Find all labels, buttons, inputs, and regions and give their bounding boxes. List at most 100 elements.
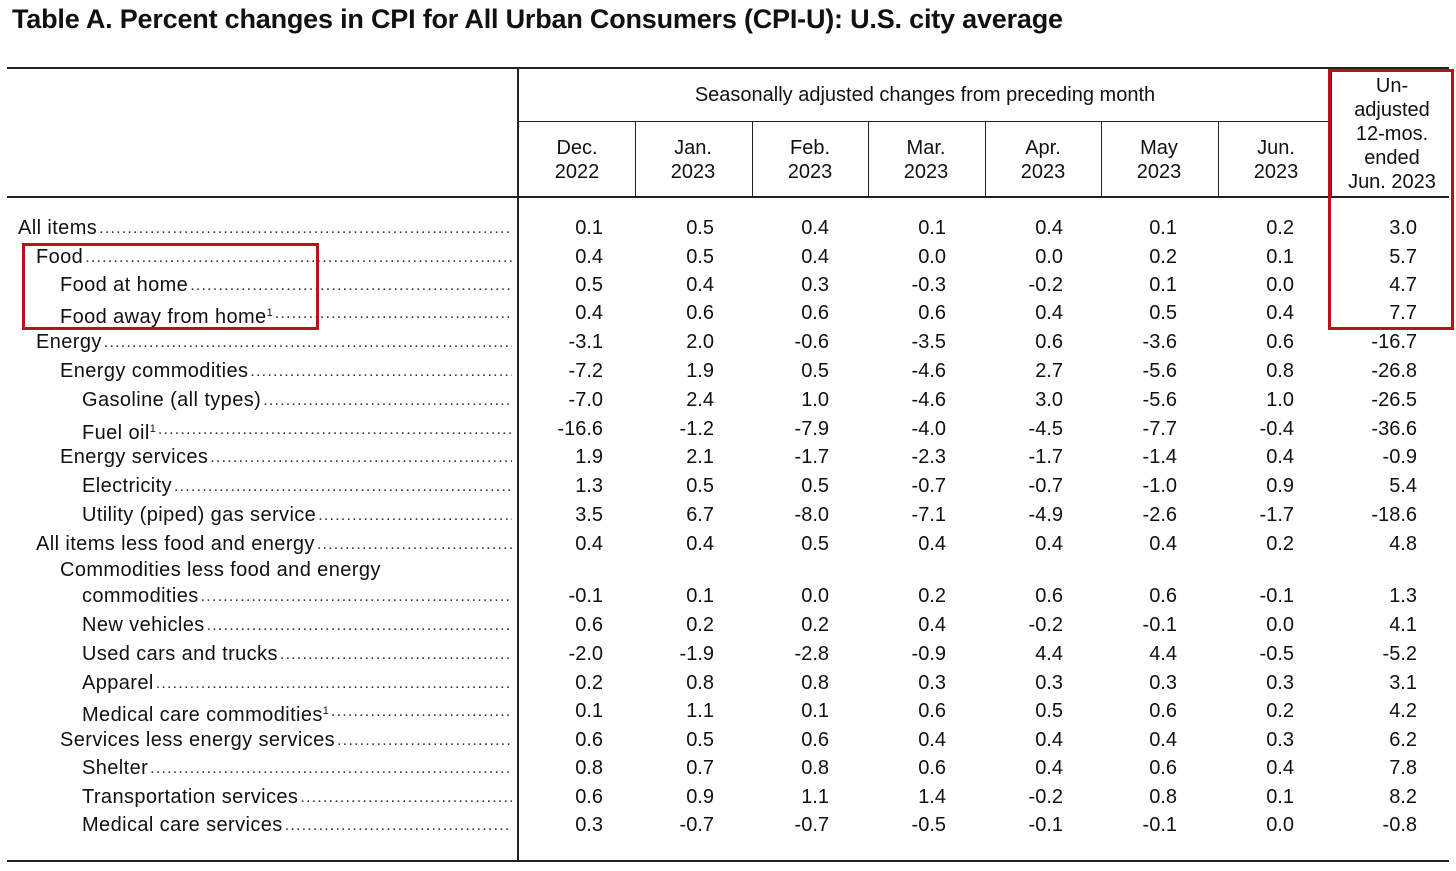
- monthly-change-cell: -3.6: [1142, 331, 1177, 353]
- monthly-change-cell: 3.5: [575, 504, 603, 526]
- monthly-change-cell: 0.1: [1149, 274, 1177, 296]
- monthly-change-cell: 6.7: [686, 504, 714, 526]
- monthly-change-cell: 0.4: [575, 533, 603, 555]
- monthly-change-cell: 0.5: [801, 360, 829, 382]
- month-label: Dec.: [556, 137, 598, 159]
- monthly-change-cell: -0.5: [911, 814, 946, 836]
- monthly-change-cell: -1.0: [1142, 475, 1177, 497]
- leader-dots: ........................................…: [150, 760, 512, 777]
- monthly-change-cell: -1.7: [794, 446, 829, 468]
- monthly-change-cell: 0.1: [1266, 246, 1294, 268]
- monthly-change-cell: 0.2: [1149, 246, 1177, 268]
- unadjusted-12mo-cell: 5.4: [1389, 475, 1417, 497]
- row-label: Used cars and trucks: [82, 643, 278, 665]
- year-label: 2023: [787, 161, 833, 183]
- leader-dots: ........................................…: [157, 421, 512, 438]
- unadjusted-12mo-cell: 7.8: [1389, 757, 1417, 779]
- monthly-change-cell: -1.2: [679, 418, 714, 440]
- year-label: 2023: [1253, 161, 1299, 183]
- monthly-change-cell: -4.5: [1028, 418, 1063, 440]
- monthly-change-cell: 0.8: [1149, 786, 1177, 808]
- unadjusted-highlight-box: [1328, 69, 1454, 330]
- monthly-change-cell: 1.9: [575, 446, 603, 468]
- row-label: Energy commodities: [60, 360, 249, 382]
- leader-dots: ........................................…: [103, 334, 512, 351]
- monthly-change-cell: 0.5: [1035, 700, 1063, 722]
- row-label: Gasoline (all types): [82, 389, 262, 411]
- monthly-change-cell: -0.6: [794, 331, 829, 353]
- unadjusted-header: Un- adjusted 12-mos. ended Jun. 2023: [1334, 74, 1450, 194]
- row-label: New vehicles: [82, 614, 205, 636]
- month-label: Mar.: [906, 137, 946, 159]
- monthly-change-cell: -3.5: [911, 331, 946, 353]
- monthly-change-cell: 0.6: [801, 729, 829, 751]
- unadjusted-column-divider: [1331, 68, 1332, 197]
- leader-dots: ........................................…: [279, 646, 512, 663]
- unadjusted-12mo-cell: -5.2: [1382, 643, 1417, 665]
- monthly-change-cell: 0.1: [1266, 786, 1294, 808]
- monthly-change-cell: 0.3: [1266, 672, 1294, 694]
- monthly-change-cell: -7.0: [568, 389, 603, 411]
- monthly-change-cell: 0.1: [575, 217, 603, 239]
- monthly-change-cell: 0.4: [686, 533, 714, 555]
- monthly-change-cell: 0.5: [686, 729, 714, 751]
- month-column-divider: [1218, 122, 1219, 197]
- monthly-change-cell: 0.3: [1035, 672, 1063, 694]
- leader-dots: ........................................…: [155, 675, 512, 692]
- month-column-divider: [985, 122, 986, 197]
- monthly-change-cell: -0.7: [679, 814, 714, 836]
- month-header-6: Jun. 2023: [1218, 136, 1334, 184]
- monthly-change-cell: 0.4: [686, 274, 714, 296]
- monthly-change-cell: 0.6: [1266, 331, 1294, 353]
- monthly-change-cell: 2.4: [686, 389, 714, 411]
- monthly-change-cell: 0.8: [801, 672, 829, 694]
- monthly-change-cell: 0.4: [575, 246, 603, 268]
- monthly-change-cell: 0.4: [1035, 302, 1063, 324]
- monthly-change-cell: -1.4: [1142, 446, 1177, 468]
- monthly-change-cell: -4.6: [911, 389, 946, 411]
- monthly-change-cell: 0.9: [1266, 475, 1294, 497]
- unadjusted-12mo-cell: -26.8: [1371, 360, 1417, 382]
- label-column-divider: [517, 68, 519, 861]
- month-header-4: Apr. 2023: [985, 136, 1101, 184]
- row-label: Energy services: [60, 446, 209, 468]
- unadjusted-12mo-cell: 7.7: [1389, 302, 1417, 324]
- monthly-change-cell: -0.1: [1142, 614, 1177, 636]
- row-label: Medical care commodities1: [82, 704, 329, 726]
- monthly-change-cell: 0.4: [918, 614, 946, 636]
- row-label: Services less energy services: [60, 729, 336, 751]
- monthly-change-cell: -0.9: [911, 643, 946, 665]
- leader-dots: ........................................…: [200, 588, 512, 605]
- monthly-change-cell: -7.2: [568, 360, 603, 382]
- unadjusted-12mo-cell: 4.1: [1389, 614, 1417, 636]
- monthly-change-cell: 1.0: [801, 389, 829, 411]
- monthly-change-cell: 3.0: [1035, 389, 1063, 411]
- monthly-change-cell: 0.1: [1149, 217, 1177, 239]
- monthly-change-cell: -0.2: [1028, 274, 1063, 296]
- monthly-change-cell: -16.6: [557, 418, 603, 440]
- monthly-change-cell: 0.2: [575, 672, 603, 694]
- row-label: Apparel: [82, 672, 154, 694]
- month-header-0: Dec. 2022: [519, 136, 635, 184]
- unadjusted-12mo-cell: 3.1: [1389, 672, 1417, 694]
- row-label: Food at home: [60, 274, 189, 296]
- monthly-change-cell: 1.1: [686, 700, 714, 722]
- monthly-change-cell: -5.6: [1142, 360, 1177, 382]
- monthly-change-cell: 0.6: [918, 700, 946, 722]
- monthly-change-cell: 0.2: [918, 585, 946, 607]
- monthly-change-cell: 0.3: [1149, 672, 1177, 694]
- unadjusted-12mo-cell: 8.2: [1389, 786, 1417, 808]
- leader-dots: ........................................…: [99, 220, 512, 237]
- monthly-change-cell: -2.0: [568, 643, 603, 665]
- unadjusted-12mo-cell: -26.5: [1371, 389, 1417, 411]
- monthly-change-cell: 0.0: [1266, 274, 1294, 296]
- monthly-change-cell: 0.2: [1266, 217, 1294, 239]
- monthly-change-cell: 0.4: [801, 246, 829, 268]
- monthly-change-cell: 0.4: [1266, 446, 1294, 468]
- leader-dots: ........................................…: [85, 249, 512, 266]
- monthly-change-cell: 0.6: [575, 729, 603, 751]
- monthly-change-cell: 0.5: [686, 246, 714, 268]
- monthly-change-cell: 0.6: [918, 757, 946, 779]
- monthly-change-cell: 0.6: [801, 302, 829, 324]
- monthly-change-cell: -1.7: [1259, 504, 1294, 526]
